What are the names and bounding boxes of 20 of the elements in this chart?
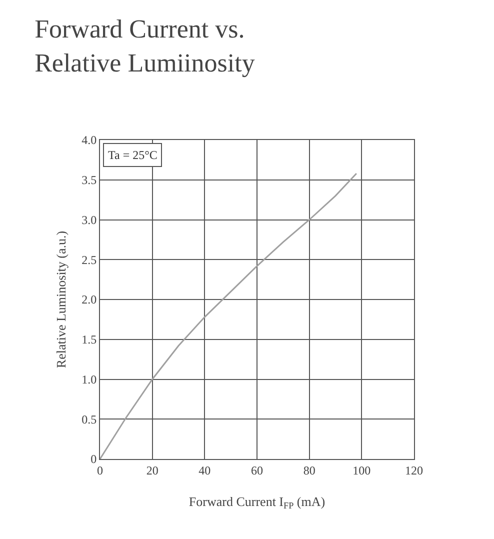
x-tick-label: 40: [198, 463, 211, 478]
x-axis-title: Forward Current I$_{FP}$ (mA): [188, 494, 326, 511]
x-tick-label: 100: [352, 463, 371, 478]
y-tick-label: 3.0: [82, 212, 97, 227]
y-tick-label: 2.5: [82, 252, 97, 267]
chart-title: Forward Current vs. Relative Lumiinosity: [34, 14, 255, 78]
y-tick-label: 4.0: [82, 133, 97, 148]
line-series: [100, 172, 358, 459]
x-tick-label: 80: [303, 463, 316, 478]
y-tick-label: 2.0: [82, 292, 97, 307]
y-tick-label: 1.5: [82, 332, 97, 347]
annotation: Ta = 25°C: [108, 148, 158, 162]
y-axis-title: Relative Luminosity (a.u.): [54, 230, 69, 368]
y-tick-label: 0: [90, 452, 97, 466]
x-tick-label: 20: [146, 463, 158, 478]
y-tick-label: 3.5: [82, 173, 97, 188]
y-tick-label: 0.5: [82, 412, 97, 426]
y-tick-label: 1.0: [82, 372, 97, 386]
x-tick-label: 60: [251, 463, 263, 478]
x-tick-label: 120: [405, 463, 423, 478]
